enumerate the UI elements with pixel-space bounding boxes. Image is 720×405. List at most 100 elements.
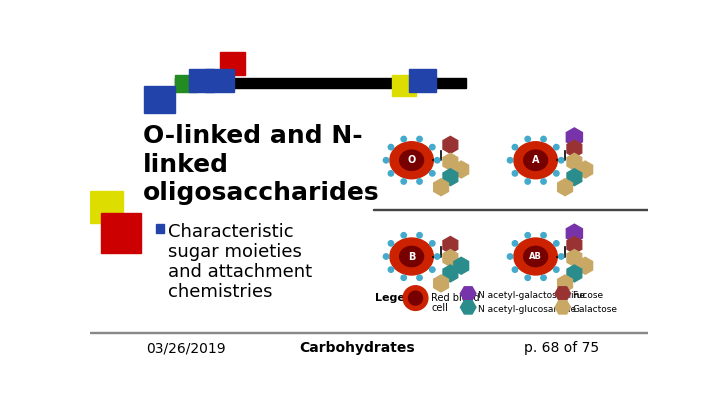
Circle shape — [541, 275, 546, 280]
Ellipse shape — [523, 246, 547, 266]
Circle shape — [434, 158, 440, 163]
Polygon shape — [578, 161, 593, 178]
Text: Carbohydrates: Carbohydrates — [300, 341, 415, 355]
Polygon shape — [567, 140, 582, 157]
Circle shape — [430, 145, 435, 150]
Bar — [409, 68, 436, 92]
Bar — [175, 75, 197, 92]
Polygon shape — [443, 153, 458, 170]
Circle shape — [512, 145, 518, 150]
Text: N acetyl-galactosamine: N acetyl-galactosamine — [477, 291, 585, 300]
Polygon shape — [555, 301, 570, 314]
Polygon shape — [567, 265, 582, 282]
Circle shape — [401, 179, 406, 184]
Circle shape — [388, 241, 394, 246]
Polygon shape — [567, 224, 582, 243]
Polygon shape — [454, 161, 469, 178]
Circle shape — [559, 158, 564, 163]
Polygon shape — [567, 128, 582, 146]
Polygon shape — [558, 275, 572, 292]
Circle shape — [525, 275, 531, 280]
Bar — [373, 209, 648, 210]
Bar — [204, 68, 234, 92]
Circle shape — [417, 232, 422, 238]
Circle shape — [554, 171, 559, 176]
Text: B: B — [408, 252, 415, 262]
Circle shape — [554, 145, 559, 150]
Text: oligosaccharides: oligosaccharides — [143, 181, 379, 205]
Circle shape — [401, 275, 406, 280]
Ellipse shape — [523, 150, 547, 171]
Text: and attachment: and attachment — [168, 263, 312, 281]
Ellipse shape — [514, 142, 557, 179]
Polygon shape — [433, 179, 449, 196]
Text: Fucose: Fucose — [572, 291, 603, 300]
Bar — [90, 191, 122, 224]
Ellipse shape — [400, 246, 423, 266]
Polygon shape — [567, 169, 582, 185]
Circle shape — [525, 136, 531, 142]
Bar — [175, 78, 466, 88]
Text: cell: cell — [431, 303, 448, 313]
Circle shape — [417, 275, 422, 280]
Ellipse shape — [390, 238, 433, 275]
Circle shape — [383, 158, 389, 163]
Text: Legend: Legend — [375, 294, 420, 303]
Bar — [220, 52, 245, 75]
Circle shape — [430, 171, 435, 176]
Circle shape — [559, 254, 564, 259]
Ellipse shape — [514, 238, 557, 275]
Text: O-linked and N-: O-linked and N- — [143, 124, 362, 148]
Circle shape — [401, 136, 406, 142]
Circle shape — [388, 171, 394, 176]
Text: 03/26/2019: 03/26/2019 — [145, 341, 225, 355]
Polygon shape — [567, 237, 582, 254]
Bar — [90, 332, 648, 333]
Ellipse shape — [390, 142, 433, 179]
Circle shape — [417, 179, 422, 184]
Polygon shape — [567, 153, 582, 170]
Text: Characteristic: Characteristic — [168, 223, 294, 241]
Circle shape — [403, 286, 428, 310]
Text: O: O — [408, 155, 415, 165]
Circle shape — [430, 267, 435, 272]
Circle shape — [434, 254, 440, 259]
Circle shape — [388, 145, 394, 150]
Circle shape — [401, 232, 406, 238]
Text: A: A — [532, 155, 539, 165]
Circle shape — [408, 291, 423, 305]
Circle shape — [554, 241, 559, 246]
Polygon shape — [433, 275, 449, 292]
Text: sugar moieties: sugar moieties — [168, 243, 302, 261]
Polygon shape — [443, 237, 458, 254]
Bar — [392, 75, 415, 96]
Polygon shape — [558, 179, 572, 196]
Circle shape — [430, 241, 435, 246]
Text: p. 68 of 75: p. 68 of 75 — [524, 341, 599, 355]
Circle shape — [541, 136, 546, 142]
Text: Red blood: Red blood — [431, 294, 480, 303]
Polygon shape — [454, 257, 469, 274]
Ellipse shape — [400, 150, 423, 171]
Text: linked: linked — [143, 153, 229, 177]
Circle shape — [512, 267, 518, 272]
Bar — [189, 68, 214, 92]
Polygon shape — [578, 257, 593, 274]
Text: AB: AB — [529, 252, 542, 261]
Circle shape — [388, 267, 394, 272]
Polygon shape — [555, 287, 570, 300]
Polygon shape — [443, 169, 458, 185]
Circle shape — [512, 241, 518, 246]
Polygon shape — [443, 265, 458, 282]
Circle shape — [541, 179, 546, 184]
Circle shape — [417, 136, 422, 142]
Circle shape — [383, 254, 389, 259]
Circle shape — [512, 171, 518, 176]
Circle shape — [508, 158, 513, 163]
Bar — [144, 85, 175, 113]
Text: Galactose: Galactose — [572, 305, 617, 314]
Circle shape — [525, 179, 531, 184]
Polygon shape — [461, 301, 476, 314]
Polygon shape — [443, 249, 458, 266]
Polygon shape — [567, 249, 582, 266]
